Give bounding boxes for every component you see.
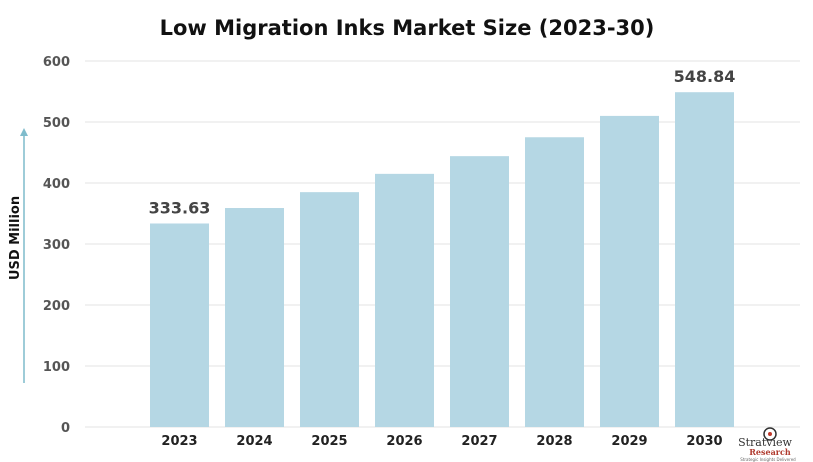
bar-2030 <box>675 92 734 427</box>
x-tick-label: 2028 <box>536 434 572 449</box>
arrow-up-icon <box>20 128 28 136</box>
y-tick-label: 200 <box>43 299 70 314</box>
bar-2025 <box>300 192 359 427</box>
data-label: 548.84 <box>674 67 736 86</box>
data-label: 333.63 <box>149 198 211 217</box>
svg-text:Stratview: Stratview <box>738 436 792 449</box>
y-axis-label-group: USD Million <box>8 128 28 383</box>
y-tick-label: 300 <box>43 238 70 253</box>
svg-text:Research: Research <box>749 447 791 457</box>
x-tick-label: 2030 <box>686 434 722 449</box>
y-tick-label: 600 <box>43 55 70 70</box>
bar-2024 <box>225 208 284 427</box>
svg-text:Strategic Insights Delivered: Strategic Insights Delivered <box>740 457 796 462</box>
y-tick-label: 0 <box>61 421 70 436</box>
x-tick-label: 2029 <box>611 434 647 449</box>
bar-2028 <box>525 137 584 427</box>
y-tick-label: 100 <box>43 360 70 375</box>
x-tick-label: 2024 <box>236 434 272 449</box>
bar-2029 <box>600 115 659 428</box>
x-tick-label: 2025 <box>311 434 347 449</box>
x-tick-label: 2027 <box>461 434 497 449</box>
x-tick-label: 2026 <box>386 434 422 449</box>
y-tick-label: 500 <box>43 116 70 131</box>
y-axis-label: USD Million <box>8 196 23 280</box>
stratview-logo: Stratview Research Strategic Insights De… <box>738 427 796 462</box>
bar-2026 <box>375 173 434 427</box>
x-tick-label: 2023 <box>161 434 197 449</box>
chart-title: Low Migration Inks Market Size (2023-30) <box>160 16 655 40</box>
bar-2023 <box>150 223 209 427</box>
y-tick-label: 400 <box>43 177 70 192</box>
bar-2027 <box>450 156 509 427</box>
